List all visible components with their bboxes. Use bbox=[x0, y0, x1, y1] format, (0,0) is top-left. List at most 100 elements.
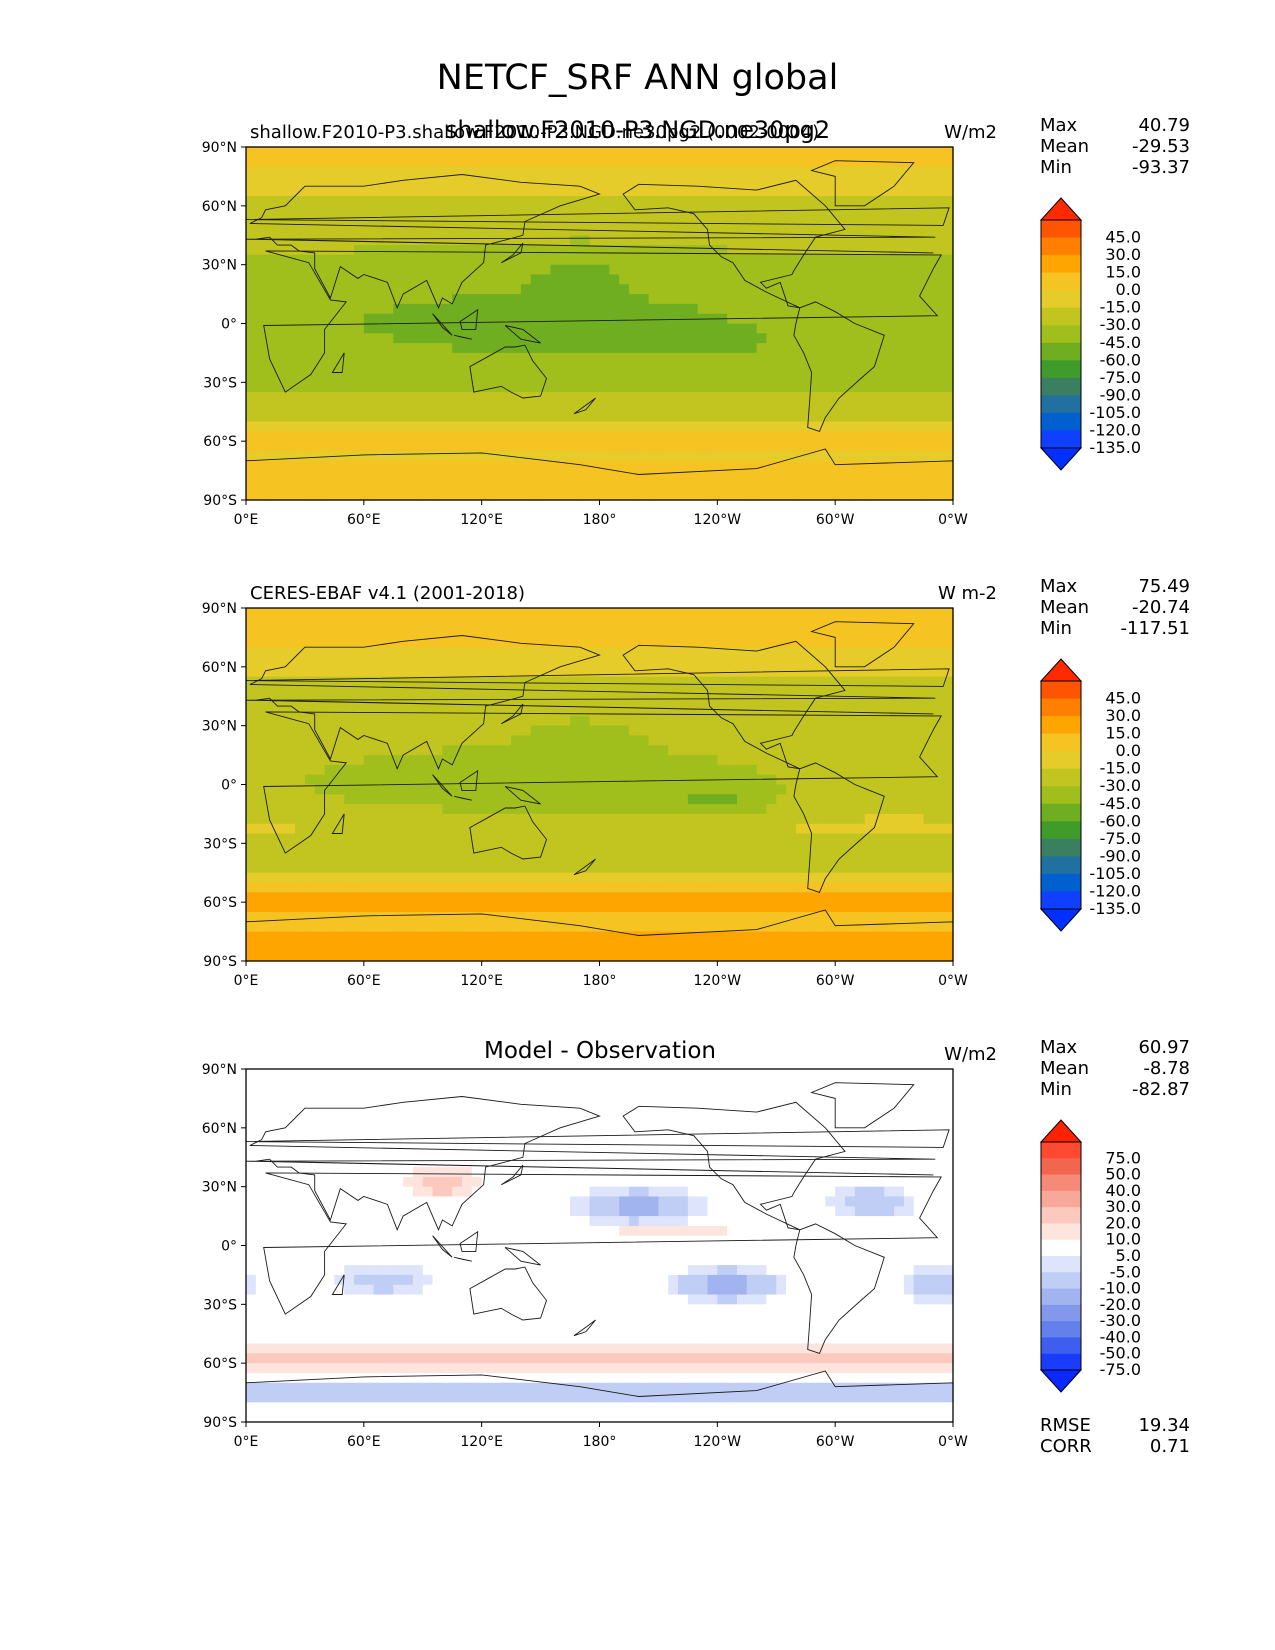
map-cell bbox=[246, 833, 257, 844]
map-cell bbox=[540, 813, 551, 825]
map-cell bbox=[933, 735, 944, 746]
map-cell bbox=[383, 147, 394, 158]
map-cell bbox=[324, 872, 335, 884]
map-cell bbox=[589, 196, 601, 207]
map-cell bbox=[422, 833, 434, 844]
map-cell bbox=[363, 764, 375, 776]
map-cell bbox=[697, 872, 709, 884]
map-cell bbox=[638, 480, 650, 491]
map-cell bbox=[668, 254, 679, 266]
map-cell bbox=[884, 176, 895, 187]
map-cell bbox=[403, 431, 414, 442]
map-cell bbox=[844, 686, 856, 697]
map-cell bbox=[766, 392, 777, 403]
map-cell bbox=[344, 666, 355, 678]
map-cell bbox=[884, 254, 895, 266]
map-cell bbox=[874, 333, 885, 344]
map-cell bbox=[844, 254, 856, 266]
map-cell bbox=[285, 872, 296, 884]
map-cell bbox=[786, 284, 797, 295]
colorbar-frame bbox=[1040, 219, 1082, 449]
map-cell bbox=[393, 392, 404, 403]
map-cell bbox=[844, 706, 856, 717]
map-cell bbox=[363, 196, 375, 207]
map-cell bbox=[246, 921, 257, 933]
map-cell bbox=[736, 431, 748, 442]
map-cell bbox=[756, 823, 768, 835]
map-cell bbox=[570, 235, 581, 246]
map-cell bbox=[884, 784, 895, 795]
map-cell bbox=[403, 862, 414, 874]
map-cell bbox=[805, 392, 817, 403]
map-cell bbox=[560, 166, 571, 178]
map-cell bbox=[265, 460, 277, 472]
map-cell bbox=[570, 706, 581, 717]
map-cell bbox=[481, 676, 493, 688]
map-cell bbox=[481, 480, 493, 491]
map-cell bbox=[570, 147, 581, 158]
map-cell bbox=[697, 421, 709, 432]
map-cell bbox=[481, 647, 493, 658]
map-cell bbox=[844, 362, 856, 374]
map-cell bbox=[530, 608, 542, 619]
map-cell bbox=[314, 617, 326, 629]
map-cell bbox=[638, 608, 650, 619]
map-cell bbox=[403, 470, 414, 481]
map-cell bbox=[668, 735, 679, 746]
map-cell bbox=[658, 215, 669, 227]
map-cell bbox=[403, 490, 414, 501]
map-cell bbox=[285, 215, 296, 227]
map-cell bbox=[648, 303, 660, 315]
map-cell bbox=[786, 313, 797, 325]
map-cell bbox=[255, 431, 267, 442]
map-cell bbox=[844, 745, 856, 756]
map-cell bbox=[354, 372, 365, 383]
map-cell bbox=[403, 333, 414, 344]
map-cell bbox=[913, 745, 925, 756]
map-cell bbox=[628, 431, 640, 442]
map-cell bbox=[786, 274, 797, 285]
map-cell bbox=[560, 666, 571, 678]
map-cell bbox=[452, 215, 463, 227]
map-cell bbox=[854, 460, 866, 472]
map-cell bbox=[707, 745, 718, 756]
map-cell bbox=[393, 166, 404, 178]
map-cell bbox=[678, 313, 689, 325]
map-cell bbox=[658, 343, 669, 354]
map-cell bbox=[776, 431, 787, 442]
map-cell bbox=[854, 382, 866, 393]
map-cell bbox=[255, 411, 267, 423]
map-cell bbox=[442, 627, 453, 639]
map-cell bbox=[246, 794, 257, 805]
map-cell bbox=[412, 421, 424, 432]
map-cell bbox=[393, 706, 404, 717]
map-cell bbox=[707, 411, 718, 423]
map-cell bbox=[687, 902, 699, 913]
map-cell bbox=[943, 352, 954, 364]
map-cell bbox=[903, 706, 915, 717]
map-cell bbox=[481, 431, 493, 442]
map-cell bbox=[275, 823, 286, 835]
map-cell bbox=[442, 470, 453, 481]
map-cell bbox=[864, 490, 876, 501]
map-cell bbox=[648, 617, 660, 629]
map-cell bbox=[452, 147, 463, 158]
map-cell bbox=[560, 225, 571, 236]
map-cell bbox=[609, 794, 620, 805]
map-cell bbox=[795, 235, 807, 246]
map-cell bbox=[825, 323, 836, 334]
map-cell bbox=[452, 627, 463, 639]
map-cell bbox=[658, 450, 669, 462]
map-cell bbox=[727, 647, 738, 658]
map-cell bbox=[530, 215, 542, 227]
map-cell bbox=[354, 784, 365, 795]
map-cell bbox=[943, 382, 954, 393]
map-cell bbox=[766, 401, 777, 413]
map-cell bbox=[825, 617, 836, 629]
map-cell bbox=[805, 804, 817, 815]
map-cell bbox=[334, 823, 345, 835]
map-cell bbox=[393, 774, 404, 786]
map-cell bbox=[579, 696, 591, 707]
map-cell bbox=[246, 372, 257, 383]
map-cell bbox=[501, 647, 512, 658]
